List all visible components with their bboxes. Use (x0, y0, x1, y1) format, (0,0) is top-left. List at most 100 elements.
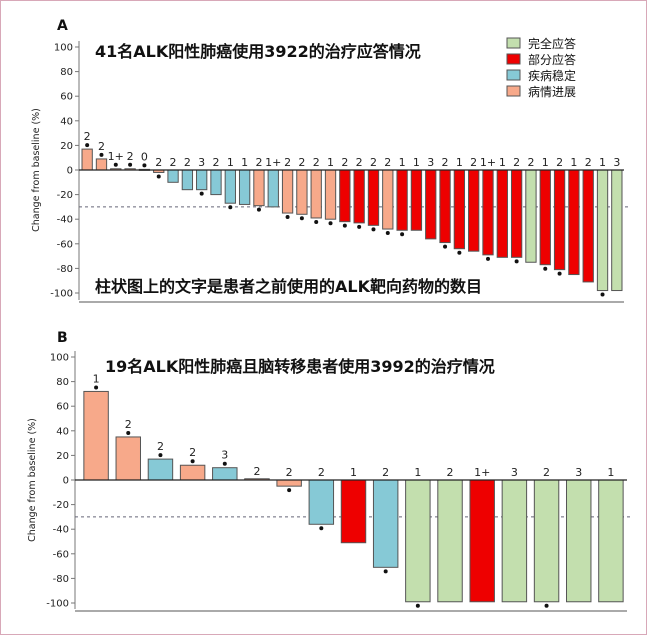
bar (296, 169, 308, 215)
bar (469, 479, 495, 603)
y-tick-label: 40 (60, 116, 73, 127)
bar-label: 1 (327, 156, 334, 169)
bar-label: 2 (556, 156, 563, 169)
bar (212, 467, 238, 481)
y-tick-label: -40 (53, 525, 69, 536)
y-tick-label: -80 (53, 574, 69, 585)
legend-label: 完全应答 (528, 36, 576, 51)
panel-a-label: A (57, 18, 68, 34)
bar (238, 169, 251, 205)
bar-label: 1 (499, 156, 506, 169)
y-tick-label: -60 (53, 549, 69, 560)
bar-label: 1 (350, 466, 357, 479)
y-tick-label: 80 (56, 377, 69, 388)
bar (437, 479, 463, 603)
bar (553, 169, 566, 271)
bar-label: 2 (213, 156, 220, 169)
legend-label: 疾病稳定 (528, 68, 576, 83)
bar (410, 169, 423, 231)
bar (382, 169, 394, 230)
bar-label: 2 (513, 156, 520, 169)
y-tick-label: 0 (63, 476, 69, 487)
bar-label: 2 (470, 156, 477, 169)
bar-label: 2 (127, 150, 134, 163)
bar-dot (126, 430, 131, 435)
bar (372, 479, 399, 568)
bar-label: 2 (157, 440, 164, 453)
y-tick-label: 20 (60, 141, 73, 152)
bar-dot (199, 191, 204, 196)
bar (425, 169, 437, 240)
bar-dot (156, 174, 161, 179)
bar-dot (371, 227, 376, 232)
bar-label: 2 (318, 466, 325, 479)
bar-label: 2 (543, 466, 550, 479)
bar-dot (158, 453, 163, 458)
bar-label: 3 (613, 156, 620, 169)
bar-label: 2 (84, 130, 91, 143)
bar (179, 464, 206, 481)
bar (95, 158, 108, 171)
bar (482, 169, 494, 256)
bar-dot (342, 223, 347, 228)
bar-label: 2 (313, 156, 320, 169)
panel-a-title: 41名ALK阳性肺癌使用3922的治疗应答情况 (95, 42, 421, 61)
bar-label: 3 (575, 466, 582, 479)
bar-dot (256, 207, 261, 212)
bar (167, 169, 179, 183)
bar-label: 1 (241, 156, 248, 169)
bar-label: 1+ (474, 466, 490, 479)
bar (267, 169, 279, 208)
y-tick-label: -80 (57, 264, 73, 275)
legend-label: 病情进展 (528, 84, 576, 99)
bar (468, 169, 480, 252)
bar-dot (600, 292, 605, 297)
bar-dot (357, 224, 362, 229)
y-tick-label: 0 (67, 166, 73, 177)
bar-dot (328, 221, 333, 226)
bar-dot (415, 603, 420, 608)
bar-label: 0 (141, 150, 148, 163)
panel-b-title: 19名ALK阳性肺癌且脑转移患者使用3992的治疗情况 (105, 357, 495, 376)
bar-label: 2 (298, 156, 305, 169)
y-tick-label: 100 (54, 43, 73, 54)
y-tick-label: 40 (56, 426, 69, 437)
bar-label: 1 (542, 156, 549, 169)
bar-label: 2 (341, 156, 348, 169)
bar-dot (400, 232, 405, 237)
y-tick-label: 100 (50, 353, 69, 364)
bar (339, 169, 351, 223)
bar (611, 169, 623, 292)
bar (196, 169, 208, 191)
bar-label: 1 (599, 156, 606, 169)
bar (281, 169, 294, 214)
bar (439, 169, 451, 244)
legend-label: 部分应答 (528, 52, 576, 67)
bar (181, 169, 194, 191)
bar (340, 479, 367, 544)
bar-dot (457, 250, 462, 255)
bar-label: 2 (253, 465, 260, 478)
bar-label: 1 (227, 156, 234, 169)
bar-dot (314, 219, 319, 224)
bar (396, 169, 408, 231)
bar-label: 1 (456, 156, 463, 169)
panel-b-label: B (57, 330, 68, 346)
bar-dot (385, 231, 390, 236)
bar-dot (222, 461, 227, 466)
panel-b-plot: 100 80 60 40 20 0 -20 -40 -60 -80 -100 Change from … (27, 351, 632, 612)
y-axis-label: Change from baseline (%) (27, 418, 38, 542)
bar (224, 169, 236, 204)
bar-label: 1 (414, 466, 421, 479)
legend-swatch (506, 85, 521, 97)
bar-label: 2 (155, 156, 162, 169)
bar-dot (544, 603, 549, 608)
bar-label: 2 (255, 156, 262, 169)
legend-swatch (506, 69, 521, 81)
bar (533, 479, 560, 603)
y-tick-label: 60 (60, 92, 73, 103)
y-tick-label: -100 (46, 599, 69, 610)
bar-label: 2 (585, 156, 592, 169)
